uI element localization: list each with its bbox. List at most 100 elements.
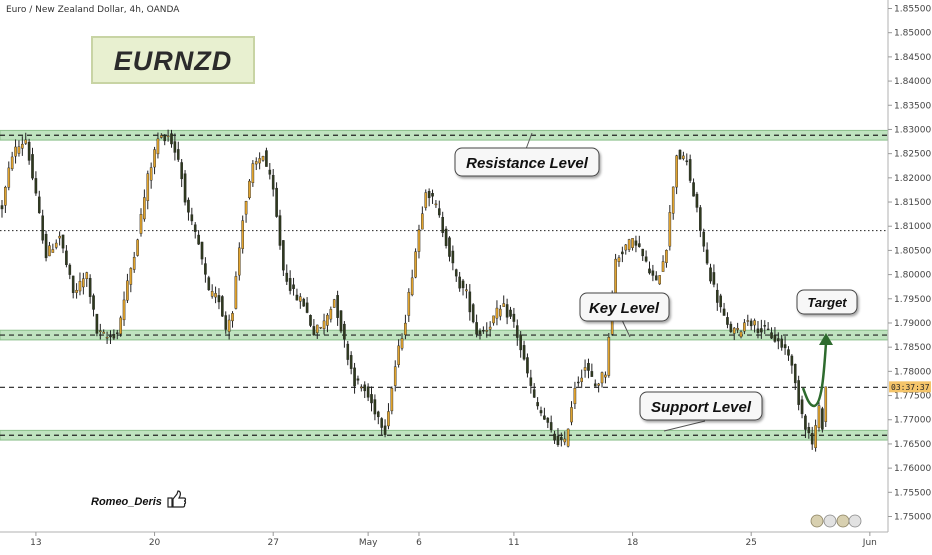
candle-body: [251, 163, 255, 184]
candle-body: [200, 241, 204, 260]
candle-body: [326, 314, 329, 326]
x-tick-label: 18: [627, 538, 639, 548]
y-tick-label: 1.83000: [894, 125, 931, 135]
candle-body: [590, 371, 594, 377]
candle-body: [126, 280, 129, 301]
candle-body: [163, 134, 167, 142]
candle-body: [485, 330, 489, 332]
x-tick-label: 27: [267, 538, 278, 548]
candle-body: [410, 277, 414, 296]
candle-body: [376, 411, 380, 418]
candle-body: [570, 407, 573, 423]
candle-body: [268, 169, 272, 175]
y-tick-label: 1.85000: [894, 29, 931, 39]
candle-body: [153, 149, 156, 168]
candle-body: [122, 299, 126, 321]
y-tick-label: 1.77000: [894, 416, 931, 426]
candle-body: [709, 267, 712, 282]
candle-body: [295, 294, 299, 301]
candle-body: [641, 248, 645, 257]
candle-body: [61, 234, 65, 249]
candle-body: [702, 231, 706, 247]
candle-body: [797, 380, 800, 405]
candle-body: [471, 304, 475, 323]
candle-body: [48, 245, 51, 257]
candle-body: [821, 408, 824, 430]
y-tick-label: 1.78000: [894, 367, 931, 377]
candle-body: [661, 261, 665, 272]
candle-body: [109, 335, 112, 338]
candle-body: [793, 363, 797, 384]
candle-body: [658, 275, 661, 285]
candle-body: [424, 192, 428, 208]
support-callout-leader: [663, 420, 706, 432]
candle-body: [563, 438, 567, 443]
candle-body: [343, 323, 346, 340]
calendar-icon: [848, 514, 862, 528]
candle-body: [92, 295, 95, 310]
candle-body: [71, 275, 75, 293]
candle-body: [431, 193, 434, 197]
candle-body: [790, 355, 794, 366]
candle-body: [336, 295, 339, 318]
candle-body: [553, 433, 556, 441]
y-tick-label: 1.84000: [894, 77, 931, 87]
y-tick-label: 1.80500: [894, 246, 931, 256]
candle-body: [112, 334, 116, 339]
candle-body: [288, 278, 292, 291]
candle-body: [515, 325, 519, 338]
candle-body: [810, 433, 814, 445]
candle-body: [197, 234, 200, 245]
candle-body: [31, 154, 34, 179]
title-badge-box: [91, 36, 255, 84]
candle-body: [187, 199, 190, 213]
candle-body: [587, 363, 590, 371]
candle-body: [68, 264, 72, 275]
candle-body: [217, 295, 221, 303]
candle-body: [271, 175, 275, 190]
candle-body: [688, 159, 692, 181]
candle-body: [773, 335, 777, 342]
y-tick-label: 1.79500: [894, 295, 931, 305]
candle-body: [132, 257, 136, 270]
candle-body: [315, 324, 319, 333]
candle-body: [526, 357, 529, 374]
candle-body: [468, 291, 472, 313]
candle-body: [499, 308, 502, 317]
candle-body: [600, 372, 604, 384]
candle-body: [363, 384, 367, 392]
candle-body: [237, 247, 241, 276]
candle-body: [665, 249, 668, 263]
y-tick-label: 1.79000: [894, 319, 931, 329]
target-callout-label: Target: [807, 295, 847, 310]
candle-body: [729, 323, 733, 332]
candle-body: [85, 272, 89, 280]
candle-body: [387, 411, 390, 427]
y-tick-label: 1.84500: [894, 53, 931, 63]
candle-body: [329, 309, 333, 320]
candle-body: [438, 208, 441, 216]
candle-body: [214, 293, 217, 298]
candle-body: [543, 415, 546, 420]
candle-body: [221, 296, 224, 317]
candle-body: [353, 367, 356, 387]
candle-body: [146, 173, 150, 201]
candle-body: [495, 307, 499, 319]
candle-body: [88, 277, 92, 297]
candle-body: [631, 238, 634, 248]
candle-body: [414, 251, 417, 278]
candle-body: [492, 315, 495, 324]
candle-body: [278, 215, 282, 246]
candle-body: [732, 327, 736, 334]
candle-body: [370, 394, 373, 404]
candle-body: [400, 338, 404, 349]
candle-body: [37, 196, 41, 214]
candle-body: [166, 135, 170, 137]
candle-body: [627, 239, 631, 250]
candle-body: [624, 244, 628, 251]
candle-body: [390, 388, 394, 412]
candle-body: [282, 240, 285, 271]
candle-body: [136, 239, 139, 256]
candle-body: [183, 173, 187, 203]
candle-body: [448, 237, 451, 257]
